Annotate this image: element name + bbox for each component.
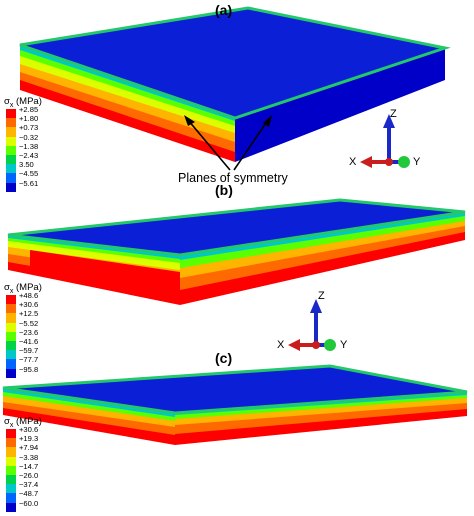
swatch [6, 350, 16, 360]
legend-tick: 3.50 [19, 160, 34, 170]
swatch [6, 456, 16, 466]
swatch [6, 136, 16, 146]
legend-tick: +48.6 [19, 291, 39, 300]
legend-tick: −37.4 [19, 480, 39, 490]
legend-b-ticks: +48.6 +30.6 +12.5 −5.52 −23.6 −41.6 −59.… [19, 291, 38, 374]
legend-c-ticks: +30.6 +19.3 +7.94 −3.38 −14.7 −26.0 −37.… [19, 425, 38, 508]
legend-tick: +19.3 [19, 434, 39, 444]
axes-triad-a [360, 114, 410, 168]
plate-a-top-face [20, 8, 445, 118]
swatch [6, 359, 16, 369]
legend-c-colorbar [6, 429, 16, 512]
legend-tick: −5.52 [19, 318, 39, 328]
axes-triad-b [288, 299, 336, 351]
legend-tick: −77.7 [19, 355, 39, 365]
legend-tick: −48.7 [19, 489, 39, 499]
legend-tick: +1.80 [19, 114, 39, 124]
swatch [6, 429, 16, 439]
legend-tick: −59.7 [19, 346, 39, 356]
legend-tick: −2.43 [19, 150, 39, 160]
swatch [6, 127, 16, 137]
axis-x-label-a: X [349, 156, 357, 168]
legend-tick: −14.7 [19, 461, 39, 471]
legend-tick: +30.6 [19, 300, 39, 310]
plate-b-top-face [8, 200, 465, 255]
legend-tick: +12.5 [19, 309, 39, 319]
legend-tick: +7.94 [19, 443, 39, 453]
plate-a [19, 6, 451, 171]
legend-tick: +0.73 [19, 123, 39, 133]
legend-tick: −3.38 [19, 452, 39, 462]
panel-label-a: (a) [215, 2, 233, 18]
axis-z-label-a: Z [390, 108, 397, 120]
swatch [6, 295, 16, 305]
swatch [6, 313, 16, 323]
swatch [6, 322, 16, 332]
plate-c-top-face [3, 366, 467, 413]
swatch [6, 331, 16, 341]
legend-tick: −60.0 [19, 498, 39, 508]
axis-y-label-a: Y [413, 156, 421, 168]
swatch [6, 118, 16, 128]
axis-z-label-b: Z [318, 290, 325, 302]
swatch [6, 484, 16, 494]
swatch [6, 438, 16, 448]
legend-tick: −5.61 [19, 178, 39, 188]
swatch [6, 173, 16, 183]
legend-tick: −23.6 [19, 327, 39, 337]
swatch [6, 154, 16, 165]
swatch [6, 502, 16, 512]
legend-tick: +2.85 [19, 105, 39, 114]
plate-c [2, 364, 468, 445]
swatch [6, 340, 16, 351]
panel-label-b: (b) [215, 182, 233, 198]
panel-label-c: (c) [215, 350, 233, 366]
swatch [6, 474, 16, 485]
swatch [6, 109, 16, 119]
legend-c-title: σx (MPa) [4, 416, 42, 429]
legend-a-title: σx (MPa) [4, 96, 42, 109]
legend-tick: −95.8 [19, 364, 39, 374]
legend-b-colorbar [6, 295, 16, 378]
swatch [6, 164, 16, 174]
legend-tick: −4.55 [19, 169, 39, 179]
legend-a-colorbar [6, 109, 16, 192]
swatch [6, 493, 16, 503]
axis-x-label-b: X [277, 339, 285, 351]
legend-tick: −41.6 [19, 336, 39, 346]
swatch [6, 465, 16, 475]
planes-of-symmetry-label: Planes of symmetry [178, 171, 288, 185]
plate-b [7, 198, 466, 351]
swatch [6, 304, 16, 314]
plate-a-right-face [235, 48, 445, 162]
legend-a-ticks: +2.85 +1.80 +0.73 −0.32 −1.38 −2.43 3.50… [19, 105, 38, 188]
legend-tick: −0.32 [19, 132, 39, 142]
swatch [6, 447, 16, 457]
axis-y-label-b: Y [340, 339, 348, 351]
swatch [6, 182, 16, 192]
legend-b-title: σx (MPa) [4, 282, 42, 295]
swatch [6, 145, 16, 155]
legend-tick: +30.6 [19, 425, 39, 434]
legend-tick: −26.0 [19, 470, 39, 480]
legend-tick: −1.38 [19, 141, 39, 151]
swatch [6, 368, 16, 378]
